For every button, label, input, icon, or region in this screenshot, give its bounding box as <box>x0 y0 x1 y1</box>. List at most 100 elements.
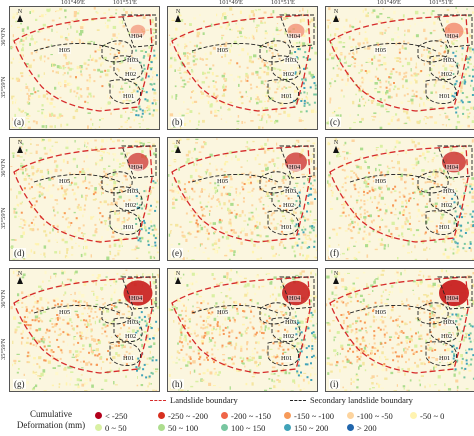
deformation-pixel <box>182 235 186 238</box>
deformation-pixel <box>469 311 473 314</box>
deformation-pixel <box>95 303 99 306</box>
deformation-pixel <box>355 375 359 377</box>
deformation-pixel <box>136 247 140 249</box>
deformation-pixel <box>175 191 178 194</box>
deformation-pixel <box>276 354 278 356</box>
deformation-pixel <box>278 254 280 256</box>
deformation-pixel <box>300 246 303 250</box>
deformation-pixel <box>254 361 258 363</box>
deformation-pixel <box>341 186 344 189</box>
deformation-pixel <box>45 348 48 351</box>
deformation-pixel <box>112 258 115 260</box>
deformation-pixel <box>471 183 474 187</box>
deformation-pixel <box>170 37 174 40</box>
deformation-pixel <box>231 358 233 361</box>
deformation-pixel <box>195 128 199 129</box>
deformation-pixel <box>449 146 453 151</box>
deformation-pixel <box>274 225 277 228</box>
deformation-pixel <box>181 317 184 320</box>
deformation-pixel <box>399 57 402 60</box>
deformation-pixel <box>235 280 239 283</box>
deformation-pixel <box>312 334 316 338</box>
deformation-pixel <box>277 53 280 56</box>
deformation-pixel <box>28 88 30 92</box>
deformation-pixel <box>231 232 234 235</box>
deformation-pixel <box>231 305 234 309</box>
deformation-pixel <box>273 336 276 339</box>
deformation-pixel <box>221 219 223 222</box>
deformation-pixel <box>334 294 338 296</box>
deformation-pixel <box>152 109 155 112</box>
deformation-pixel <box>305 208 308 211</box>
deformation-pixel <box>446 315 450 318</box>
deformation-pixel <box>22 32 25 35</box>
deformation-pixel <box>236 307 239 310</box>
deformation-pixel <box>307 381 310 385</box>
deformation-pixel <box>384 289 387 291</box>
deformation-pixel <box>328 244 331 248</box>
deformation-pixel <box>263 285 266 288</box>
deformation-pixel <box>413 197 415 200</box>
deformation-pixel <box>278 344 281 347</box>
deformation-pixel <box>68 22 71 26</box>
deformation-pixel <box>185 314 187 317</box>
deformation-pixel <box>246 66 249 69</box>
deformation-pixel <box>350 296 353 299</box>
deformation-pixel <box>357 231 360 234</box>
deformation-pixel <box>101 298 104 300</box>
deformation-pixel <box>42 23 46 27</box>
deformation-pixel <box>259 229 262 232</box>
deformation-pixel <box>243 310 246 313</box>
deformation-pixel <box>308 71 311 75</box>
deformation-pixel <box>282 388 285 391</box>
deformation-pixel <box>118 189 121 193</box>
deformation-pixel <box>252 372 256 375</box>
deformation-pixel <box>191 70 194 73</box>
deformation-pixel <box>95 348 99 352</box>
deformation-pixel <box>30 93 34 95</box>
deformation-pixel <box>193 190 196 193</box>
deformation-pixel <box>193 247 197 249</box>
deformation-pixel <box>108 8 110 11</box>
deformation-pixel <box>309 210 312 213</box>
deformation-pixel <box>80 253 83 258</box>
deformation-pixel <box>309 157 314 160</box>
deformation-pixel <box>302 56 305 59</box>
deformation-pixel <box>369 61 372 63</box>
deformation-pixel <box>294 211 297 214</box>
deformation-pixel <box>403 168 407 172</box>
deformation-pixel <box>359 213 362 216</box>
deformation-pixel <box>225 192 228 195</box>
deformation-pixel <box>184 71 187 73</box>
deformation-pixel <box>280 230 283 233</box>
deformation-pixel <box>379 172 382 175</box>
deformation-pixel <box>87 147 89 150</box>
deformation-pixel <box>257 8 261 11</box>
deformation-pixel <box>219 218 221 221</box>
deformation-pixel <box>348 52 351 55</box>
deformation-pixel <box>409 338 413 342</box>
deformation-pixel <box>107 94 109 98</box>
deformation-pixel <box>228 23 230 26</box>
deformation-pixel <box>188 54 192 58</box>
deformation-pixel <box>151 102 154 105</box>
deformation-pixel <box>455 379 459 383</box>
deformation-pixel <box>454 82 457 85</box>
deformation-pixel <box>246 76 249 79</box>
deformation-pixel <box>427 151 430 153</box>
deformation-pixel <box>285 87 288 89</box>
deformation-pixel <box>221 102 225 105</box>
deformation-pixel <box>263 71 266 74</box>
deformation-pixel <box>41 14 44 18</box>
deformation-pixel <box>366 239 369 243</box>
deformation-pixel <box>472 272 474 275</box>
deformation-pixel <box>296 184 298 188</box>
deformation-pixel <box>281 191 286 195</box>
deformation-pixel <box>101 333 104 335</box>
deformation-pixel <box>251 349 254 353</box>
deformation-pixel <box>104 325 107 328</box>
deformation-pixel <box>33 174 37 177</box>
deformation-pixel <box>404 29 406 32</box>
deformation-pixel <box>77 383 79 386</box>
deformation-pixel <box>328 7 331 11</box>
